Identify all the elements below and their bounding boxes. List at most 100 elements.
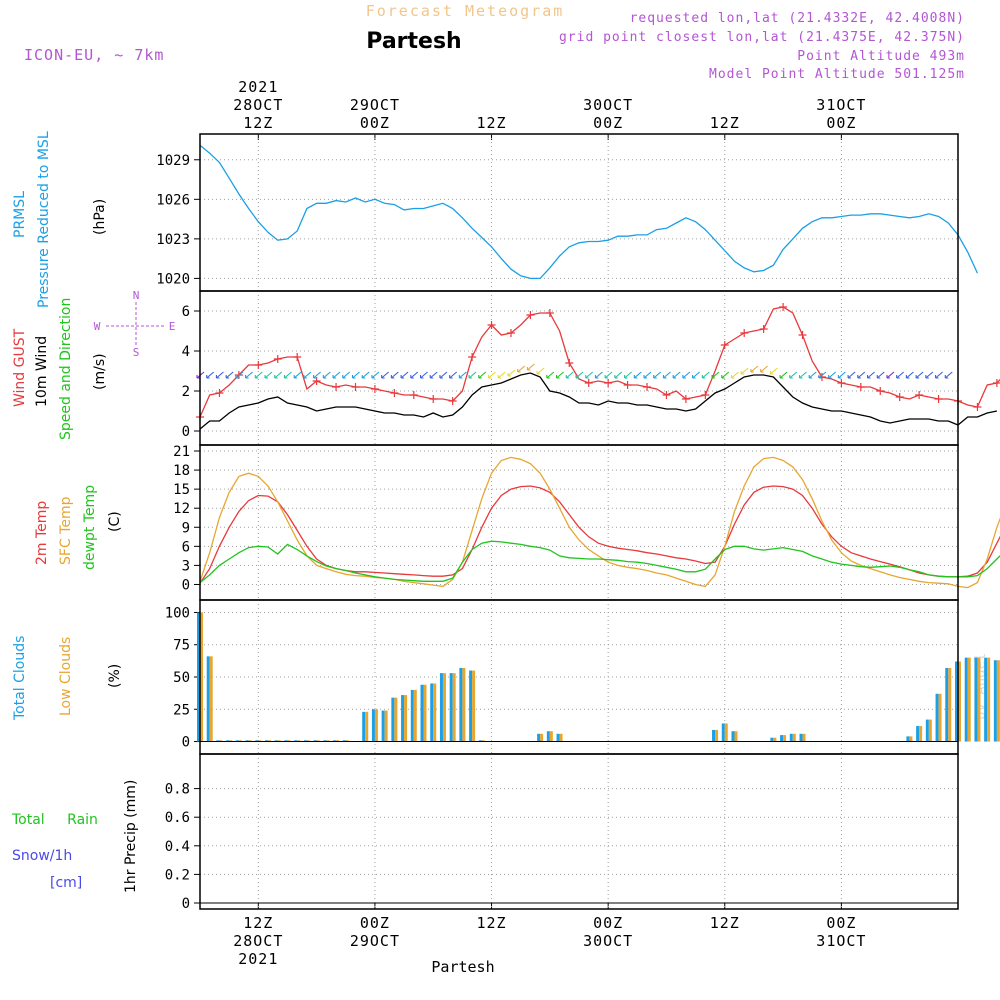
temp-sfc-label: SFC Temp	[58, 496, 74, 565]
clouds-low-clouds-bar	[540, 733, 544, 742]
time-label: 2021	[238, 950, 278, 968]
direction-legend-n: N	[133, 289, 140, 302]
wind-wind-gust-marker	[759, 325, 768, 333]
wind-ytick-label: 4	[182, 344, 190, 360]
wind-direction-arrow	[235, 371, 244, 379]
clouds-low-clouds-bar	[724, 723, 728, 742]
wind-direction-arrow	[750, 365, 759, 373]
pressure-unit: (hPa)	[92, 199, 108, 235]
temperature-frame	[199, 444, 959, 601]
wind-direction-arrow	[565, 371, 574, 379]
pressure-ytick-label: 1026	[156, 192, 190, 208]
wind-direction-arrow	[701, 371, 710, 379]
wind-direction-arrow	[876, 371, 885, 379]
clouds-low-clouds-bar	[384, 710, 388, 742]
clouds-low-clouds-bar	[773, 737, 777, 742]
grid-point-coords: grid point closest lon,lat (21.4375E, 42…	[559, 30, 965, 45]
wind-direction-arrow	[419, 371, 428, 379]
wind-direction-arrow	[886, 371, 895, 379]
clouds-low-clouds-bar	[967, 657, 971, 742]
wind-frame	[199, 290, 959, 446]
clouds-total-clouds-bar	[197, 612, 200, 742]
snow-label: Snow/1h	[12, 848, 72, 864]
clouds-total-clouds-bar	[381, 710, 385, 742]
time-label: 31OCT	[816, 932, 866, 950]
precipitation-panel: 0 0.2 0.4 0.6 0.8	[165, 753, 959, 912]
point-altitude: Point Altitude 493m	[797, 49, 965, 64]
wind-direction-arrow	[556, 371, 564, 379]
precip-unit: 1hr Precip (mm)	[123, 780, 139, 893]
wind-label: 10m Wind	[34, 336, 50, 407]
snow-unit-label: [cm]	[50, 875, 82, 891]
wind-direction-arrow	[847, 371, 856, 379]
precipitation-frame	[199, 753, 959, 910]
model-altitude: Model Point Altitude 501.125m	[709, 67, 965, 82]
wind-direction-arrow	[546, 371, 555, 379]
wind-direction-arrow	[818, 371, 827, 379]
wind-direction-arrow	[798, 371, 807, 379]
clouds-total-clouds-bar	[556, 733, 560, 742]
time-label-top: 28OCT	[233, 96, 283, 114]
wind-direction-arrow	[643, 371, 652, 379]
wind-wind-gust-marker	[506, 329, 515, 337]
clouds-low-clouds-bar	[433, 683, 437, 742]
wind-10m-wind-line	[199, 372, 998, 430]
clouds-total-clouds-bar	[391, 697, 395, 742]
clouds-low-clouds-bar	[229, 740, 233, 742]
clouds-total-clouds-bar	[916, 726, 920, 742]
clouds-low-clouds-bar	[802, 733, 806, 742]
precipitation-ytick-label: 0.2	[165, 867, 190, 883]
time-label-top: 12Z	[476, 114, 506, 132]
wind-direction-arrow	[332, 371, 341, 379]
clouds-total-clouds-bar	[342, 740, 346, 742]
clouds-low-clouds-bar	[919, 726, 923, 742]
wind-direction-arrow	[604, 371, 613, 379]
clouds-panel: 0 25 50 75 100	[165, 599, 1000, 755]
clouds-total-clouds-bar	[430, 683, 434, 742]
wind-direction-arrow	[915, 371, 924, 379]
temp-unit: (C)	[107, 511, 123, 532]
wind-direction-arrow	[381, 371, 389, 379]
pressure-ytick-label: 1023	[156, 232, 190, 248]
wind-gust-label: Wind GUST	[12, 328, 28, 407]
wind-direction-arrow	[594, 371, 603, 379]
precipitation-ytick-label: 0.4	[165, 839, 190, 855]
time-label-top: 12Z	[243, 114, 273, 132]
wind-direction-arrow	[361, 371, 370, 379]
wind-unit: (m/s)	[92, 353, 108, 390]
wind-wind-gust-marker	[215, 389, 224, 397]
clouds-total-clouds-bar	[906, 736, 910, 742]
clouds-low-clouds-bar	[734, 731, 738, 742]
wind-wind-gust-line	[199, 306, 1000, 418]
wind-wind-gust-marker	[293, 353, 302, 361]
time-label-top: 31OCT	[816, 96, 866, 114]
direction-legend-s: S	[133, 346, 140, 359]
clouds-total-clouds-bar	[245, 740, 249, 742]
wind-wind-gust-marker	[545, 309, 554, 317]
wind-direction-arrow	[536, 367, 545, 375]
wind-direction-arrow	[935, 371, 943, 379]
clouds-ytick-label: 25	[173, 702, 190, 718]
clouds-low-clouds-bar	[326, 740, 330, 742]
clouds-low-clouds-bar	[365, 711, 369, 742]
wind-direction-arrow	[274, 371, 283, 379]
time-label-top: 29OCT	[350, 96, 400, 114]
temperature-ytick-label: 3	[182, 558, 190, 574]
time-label: 28OCT	[233, 932, 283, 950]
clouds-low-clouds-bar	[909, 736, 913, 742]
clouds-total-clouds-bar	[984, 657, 988, 742]
wind-direction-arrow	[740, 367, 749, 375]
clouds-low-clouds-bar	[783, 735, 787, 742]
wind-direction-arrow	[487, 371, 496, 379]
wind-direction-arrow	[944, 371, 953, 379]
clouds-low-clouds-bar	[549, 731, 553, 742]
clouds-low-clouds-bar	[287, 740, 291, 742]
wind-direction-arrow	[808, 371, 817, 379]
clouds-total-clouds-bar	[226, 740, 230, 742]
clouds-low-clouds-bar	[306, 740, 310, 742]
temperature-ytick-label: 9	[182, 520, 190, 536]
wind-direction-arrow	[313, 371, 321, 379]
direction-legend-e: E	[169, 320, 176, 333]
